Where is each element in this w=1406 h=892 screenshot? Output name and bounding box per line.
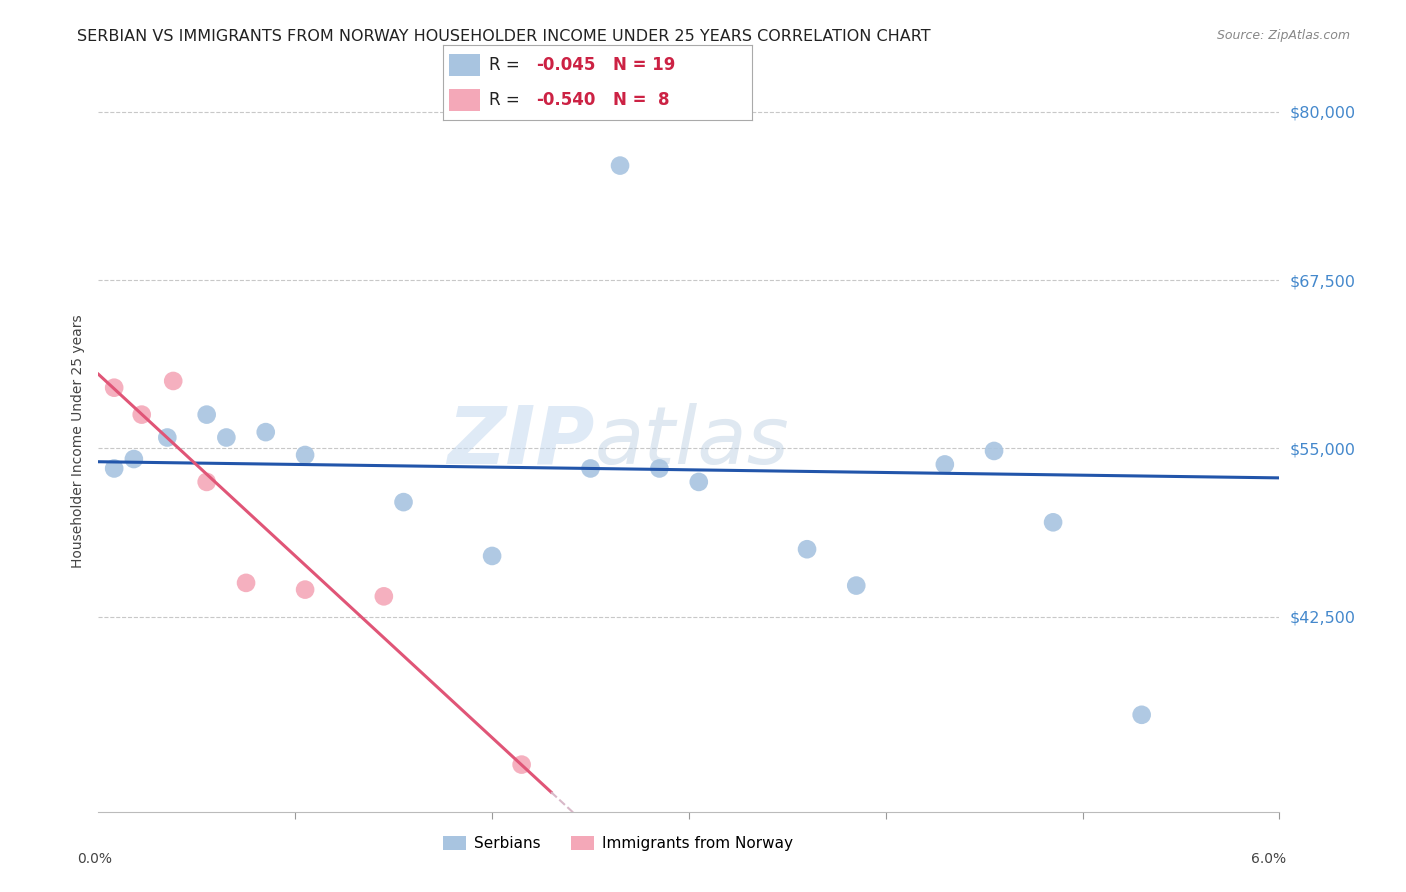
- Point: [235, 575, 257, 590]
- Point: [195, 408, 218, 422]
- Point: [688, 475, 710, 489]
- Point: [983, 444, 1005, 458]
- Text: Source: ZipAtlas.com: Source: ZipAtlas.com: [1216, 29, 1350, 42]
- Point: [294, 448, 316, 462]
- Text: -0.045: -0.045: [536, 56, 595, 74]
- Legend: Serbians, Immigrants from Norway: Serbians, Immigrants from Norway: [437, 830, 799, 857]
- Point: [156, 430, 179, 444]
- Point: [1042, 516, 1064, 530]
- Point: [392, 495, 415, 509]
- Text: 0.0%: 0.0%: [77, 852, 112, 866]
- Text: N =  8: N = 8: [613, 91, 669, 109]
- Text: atlas: atlas: [595, 402, 789, 481]
- Point: [195, 475, 218, 489]
- Point: [845, 578, 868, 592]
- Text: 6.0%: 6.0%: [1251, 852, 1286, 866]
- Bar: [449, 88, 479, 112]
- Bar: [449, 54, 479, 77]
- Text: SERBIAN VS IMMIGRANTS FROM NORWAY HOUSEHOLDER INCOME UNDER 25 YEARS CORRELATION : SERBIAN VS IMMIGRANTS FROM NORWAY HOUSEH…: [77, 29, 931, 44]
- Text: R =: R =: [489, 56, 526, 74]
- Point: [579, 461, 602, 475]
- Point: [122, 452, 145, 467]
- Point: [481, 549, 503, 563]
- Point: [609, 159, 631, 173]
- Text: R =: R =: [489, 91, 526, 109]
- Point: [162, 374, 184, 388]
- Point: [294, 582, 316, 597]
- Point: [215, 430, 238, 444]
- Point: [934, 458, 956, 472]
- Y-axis label: Householder Income Under 25 years: Householder Income Under 25 years: [70, 315, 84, 568]
- Point: [103, 381, 125, 395]
- Text: N = 19: N = 19: [613, 56, 675, 74]
- Point: [510, 757, 533, 772]
- Point: [131, 408, 153, 422]
- Point: [103, 461, 125, 475]
- Point: [373, 590, 395, 604]
- Point: [254, 425, 277, 439]
- Text: ZIP: ZIP: [447, 402, 595, 481]
- Point: [796, 542, 818, 557]
- Point: [1130, 707, 1153, 722]
- Text: -0.540: -0.540: [536, 91, 595, 109]
- Point: [648, 461, 671, 475]
